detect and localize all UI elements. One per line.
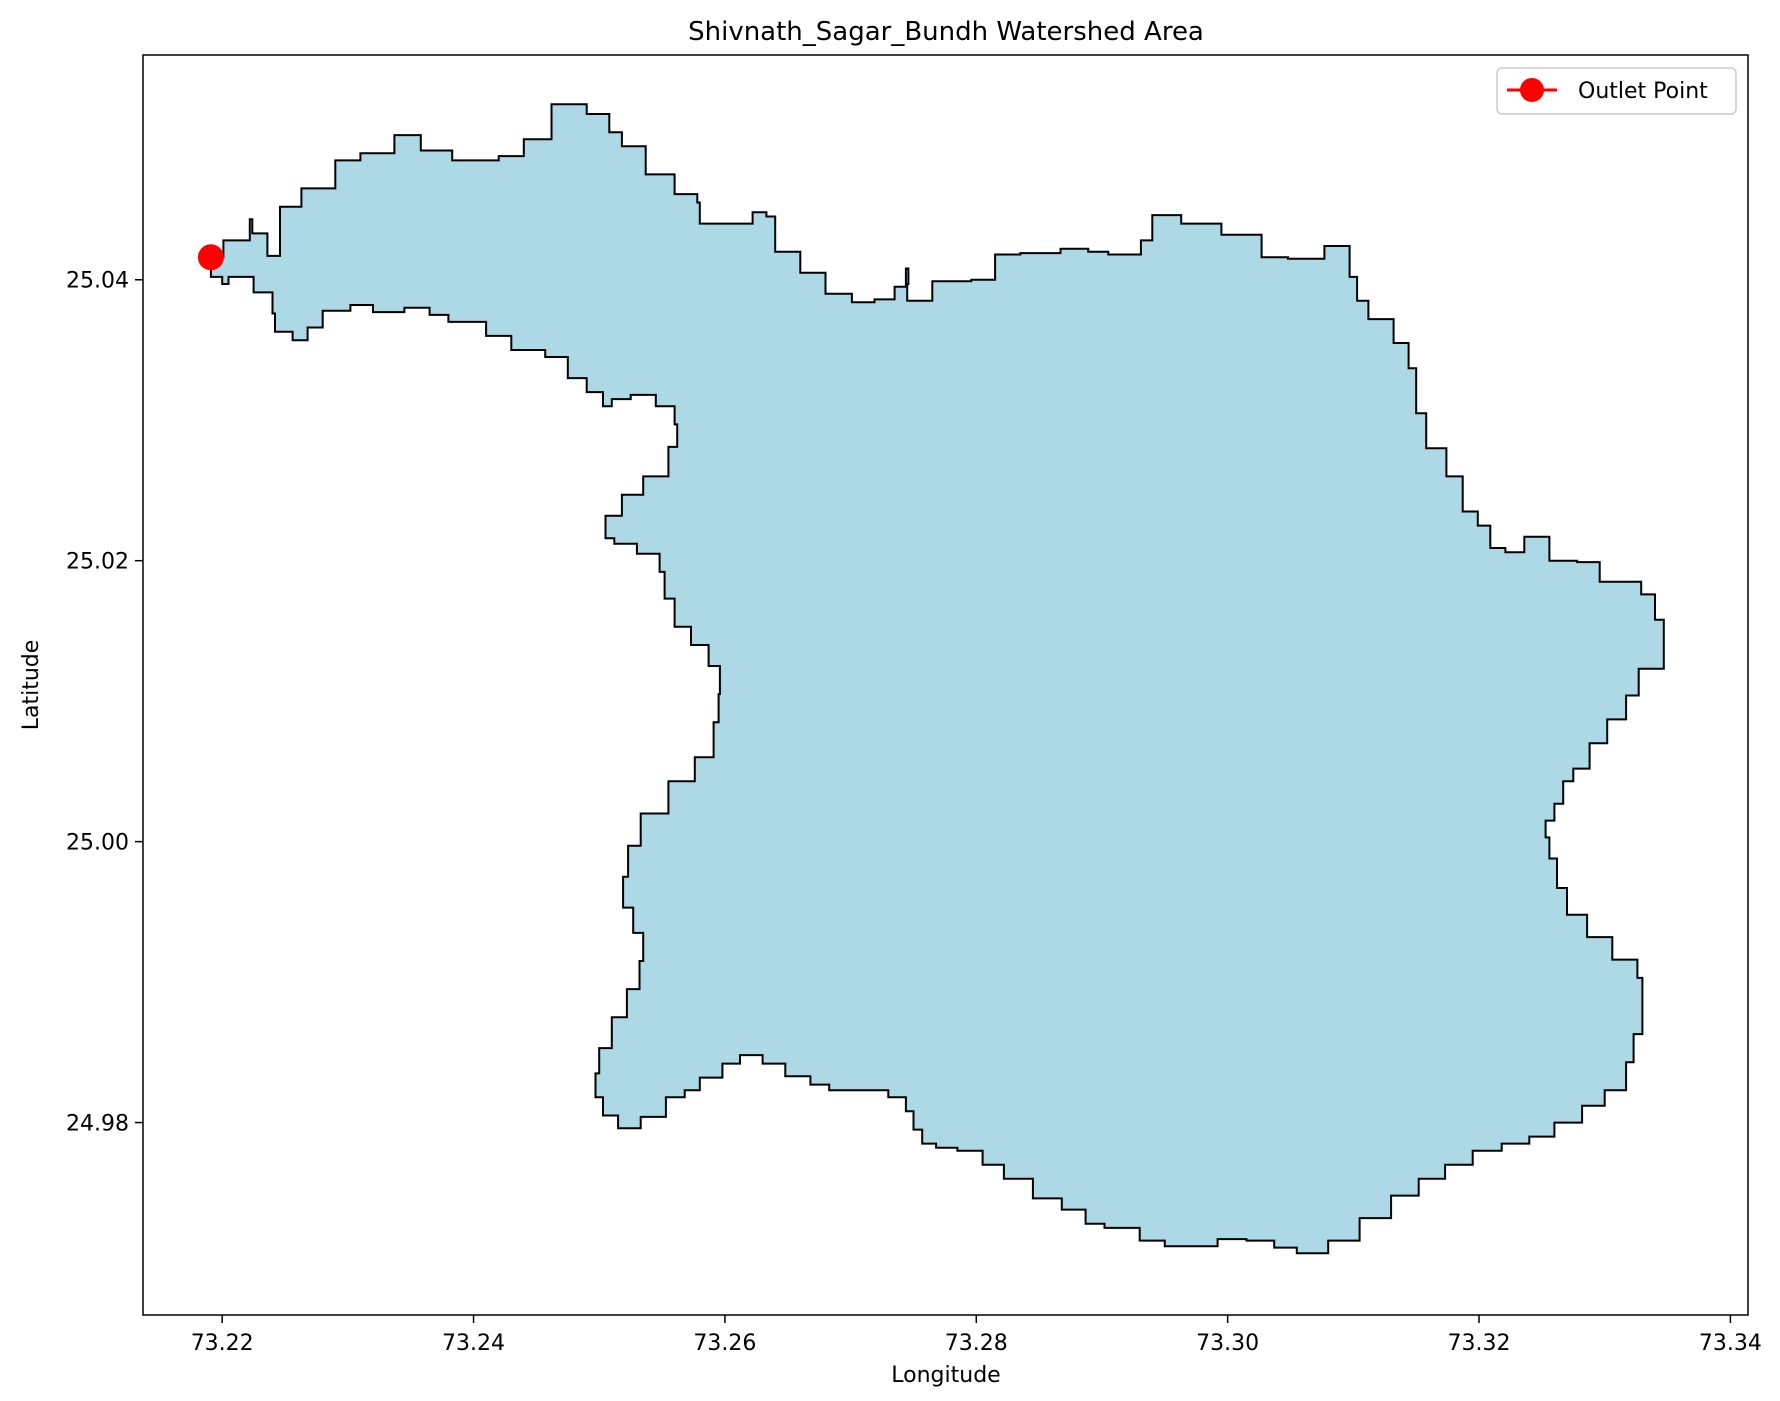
x-tick-label: 73.26	[693, 1331, 756, 1356]
legend-box	[1496, 67, 1737, 115]
legend-marker-icon	[1520, 78, 1544, 102]
y-tick-label: 25.02	[66, 550, 129, 575]
y-axis-label: Latitude	[19, 640, 44, 731]
outlet-point-marker[interactable]	[197, 244, 224, 271]
x-tick-label: 73.32	[1448, 1331, 1511, 1356]
y-tick-label: 25.04	[66, 269, 129, 294]
y-tick-label: 24.98	[66, 1112, 129, 1137]
chart-title: Shivnath_Sagar_Bundh Watershed Area	[688, 17, 1204, 47]
x-tick-label: 73.34	[1699, 1331, 1762, 1356]
x-tick-label: 73.28	[945, 1331, 1008, 1356]
plot-frame	[142, 54, 1749, 1316]
legend-label: Outlet Point	[1578, 79, 1708, 104]
x-axis: 73.22 73.24 73.26 73.28 73.30 73.32 73.34	[191, 1315, 1762, 1356]
x-tick-label: 73.22	[191, 1331, 254, 1356]
y-tick-label: 25.00	[66, 831, 129, 856]
y-axis: 24.98 25.00 25.02 25.04	[66, 269, 143, 1137]
x-tick-label: 73.24	[442, 1331, 505, 1356]
watershed-polygon	[209, 103, 1665, 1255]
x-axis-label: Longitude	[891, 1363, 1000, 1388]
plot-area	[143, 55, 1748, 1315]
legend[interactable]: Outlet Point	[1496, 67, 1737, 115]
x-tick-label: 73.30	[1196, 1331, 1259, 1356]
